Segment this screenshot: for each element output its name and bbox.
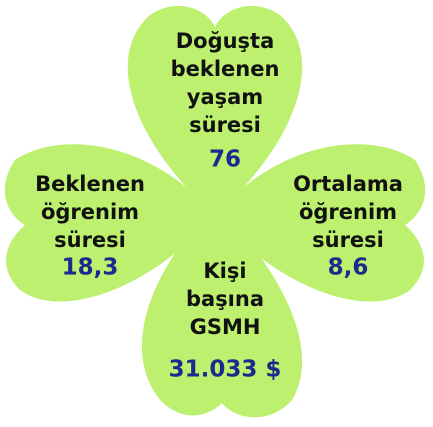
clover: [4, 5, 426, 418]
leaf-value: 31.033 $: [169, 357, 282, 383]
leaf-label: Beklenen: [35, 172, 145, 196]
leaf-label: süresi: [189, 113, 261, 137]
leaf-label: süresi: [54, 228, 126, 252]
leaf-label: Ortalama: [293, 172, 403, 196]
leaf-label: süresi: [312, 228, 384, 252]
leaf-value: 18,3: [62, 255, 119, 281]
leaf-label: öğrenim: [41, 200, 139, 224]
leaf-top: [127, 5, 303, 216]
leaf-value: 8,6: [328, 255, 369, 281]
leaf-left: [4, 144, 215, 302]
leaf-label: Doğuşta: [176, 29, 275, 53]
leaf-label: GSMH: [190, 315, 261, 339]
leaf-bottom: [141, 205, 303, 418]
leaf-label: yaşam: [187, 85, 263, 109]
leaf-label: beklenen: [171, 57, 280, 81]
leaf-label: Kişi: [203, 259, 246, 283]
leaf-value: 76: [209, 147, 241, 173]
leaf-label: öğrenim: [299, 200, 397, 224]
leaf-label: başına: [186, 287, 264, 311]
leaf-right: [215, 144, 426, 302]
